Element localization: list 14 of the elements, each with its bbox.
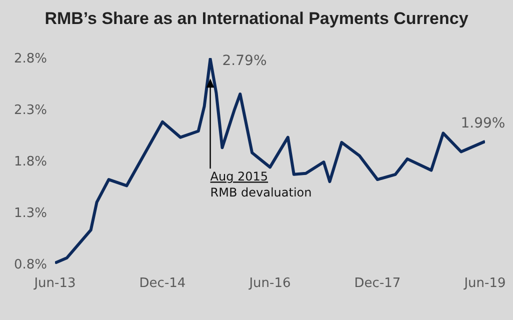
y-tick-label: 0.8%: [14, 258, 47, 273]
y-tick-label: 1.8%: [14, 154, 47, 170]
data-label: 1.99%: [460, 115, 506, 132]
x-tick-label: Jun-19: [463, 276, 506, 292]
x-tick-label: Jun-13: [33, 276, 76, 292]
y-tick-label: 2.3%: [14, 103, 47, 118]
x-tick-label: Dec-17: [354, 276, 401, 292]
data-label: 2.79%: [222, 53, 267, 70]
y-tick-label: 2.8%: [14, 52, 47, 67]
y-tick-label: 1.3%: [14, 206, 47, 222]
chart-title: RMB’s Share as an International Payments Currency: [44, 8, 470, 30]
x-tick-label: Dec-14: [139, 276, 186, 292]
annotation: Aug 2015 RMB devaluation: [210, 170, 312, 200]
x-tick-label: Jun-16: [248, 276, 291, 292]
